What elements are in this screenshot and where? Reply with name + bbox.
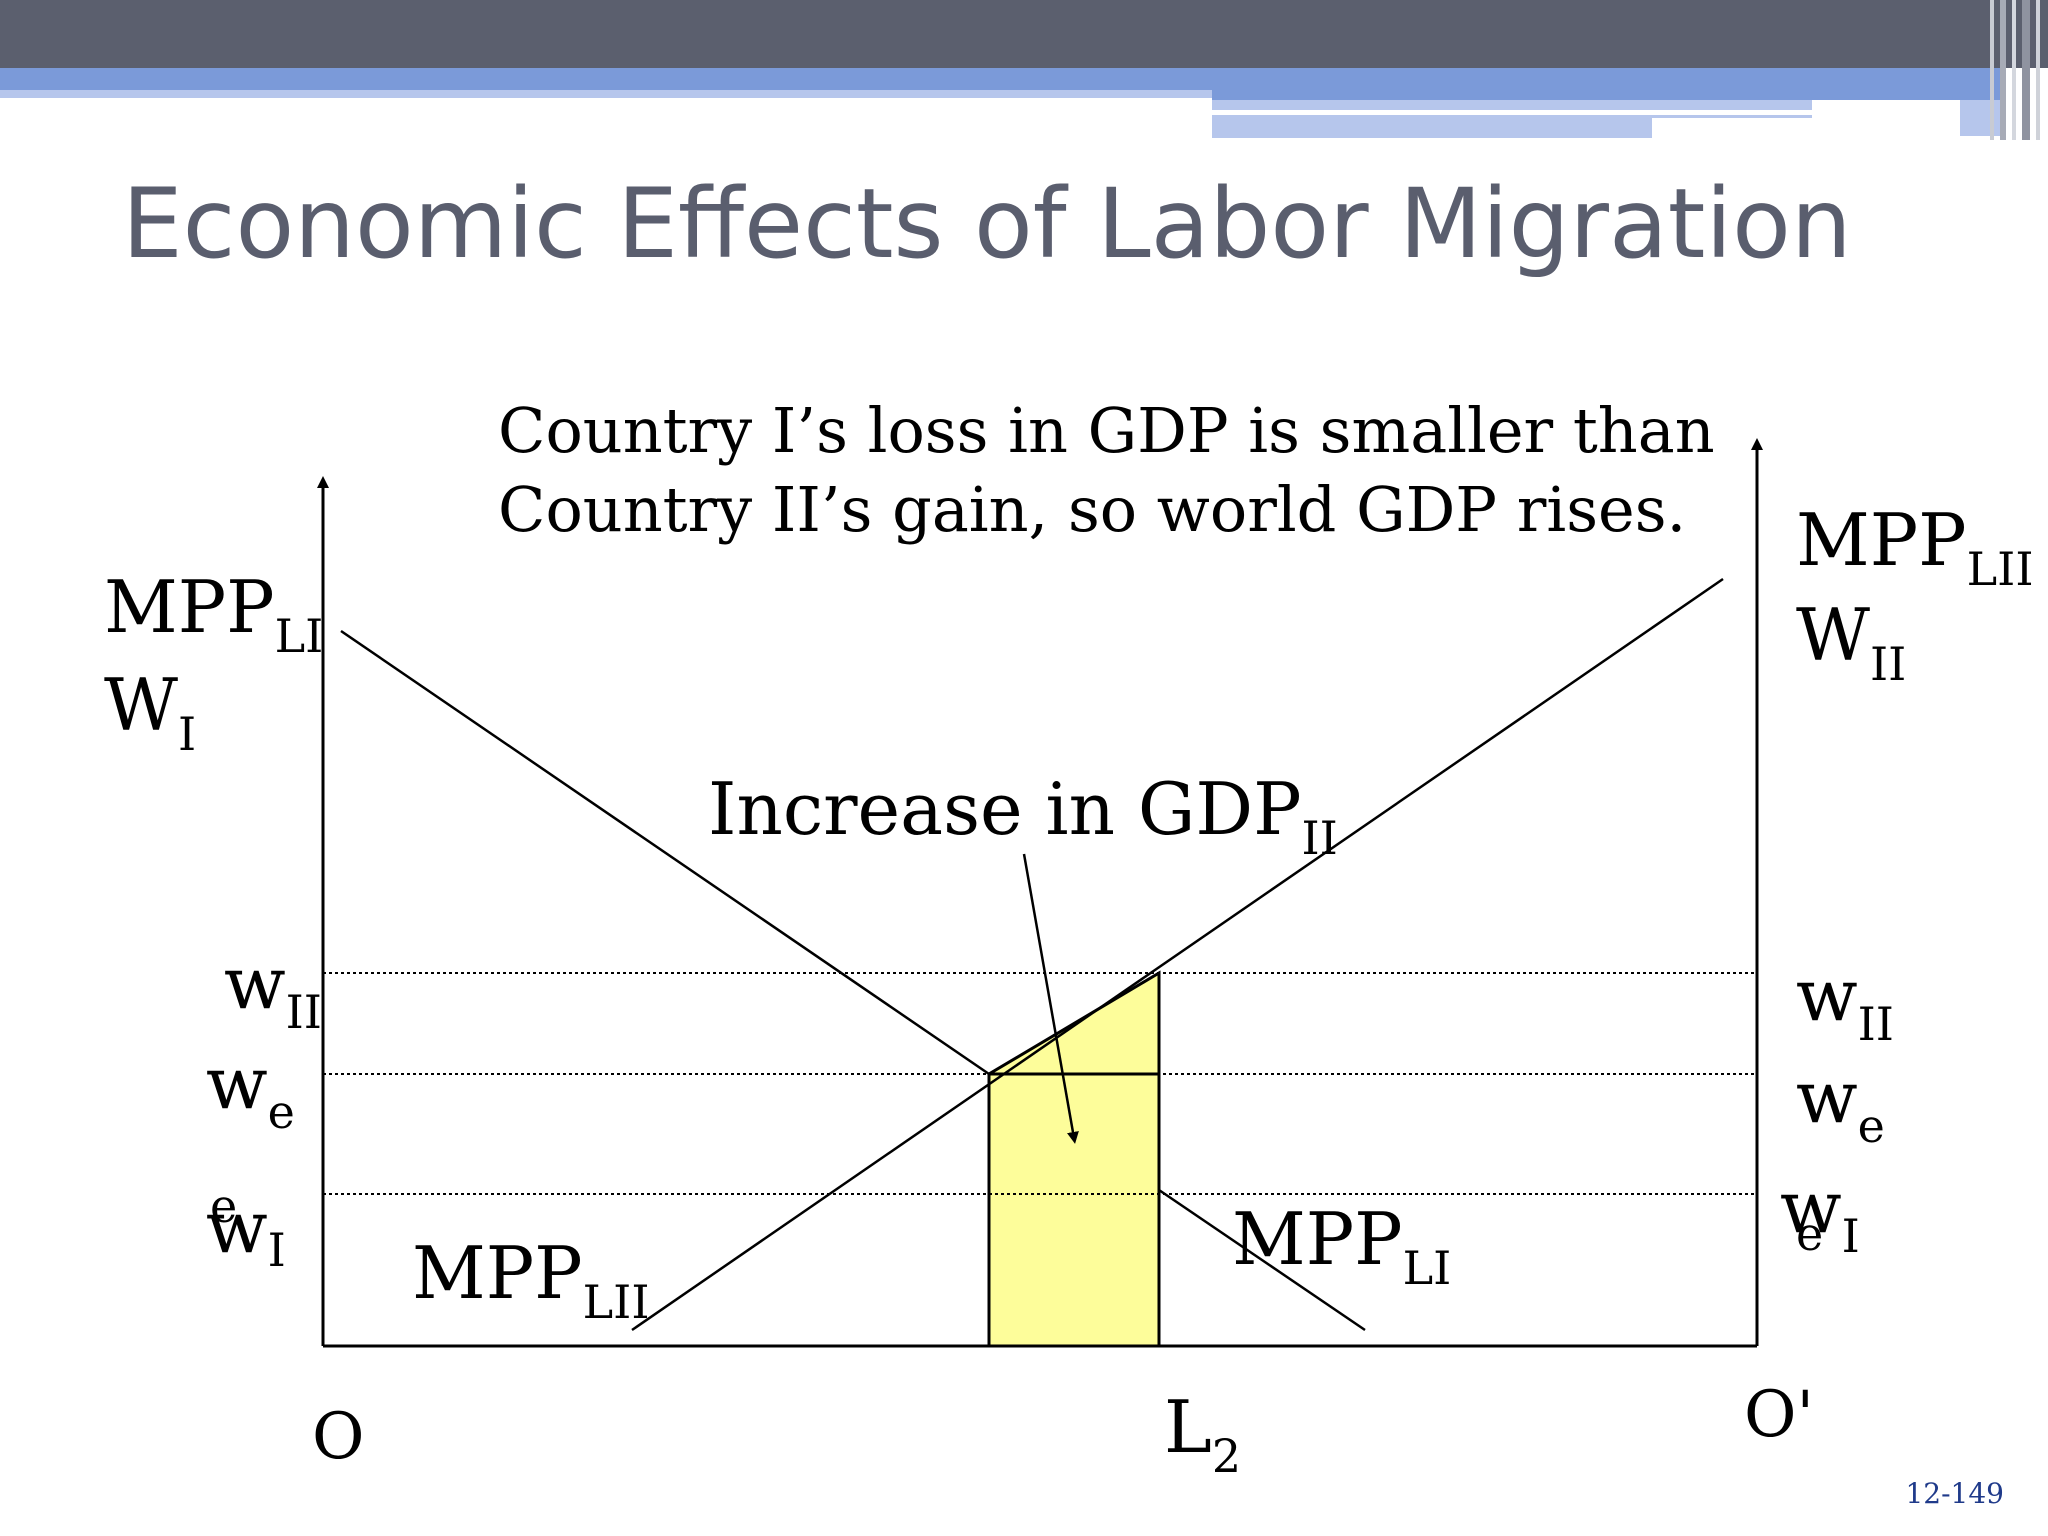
right-we-label: we [1796, 1055, 1885, 1153]
mpp-li-curve [340, 629, 990, 1076]
caption-line-1: Country I’s loss in GDP is smaller than [498, 394, 1715, 467]
banner-light-band-lower [1212, 118, 1652, 138]
slide-number: 12-149 [1905, 1477, 2004, 1510]
left-axis-w-label: WI [104, 663, 196, 761]
caption-line-2: Country II’s gain, so world GDP rises. [498, 473, 1686, 546]
right-axis-w-label: WII [1796, 593, 1906, 691]
right-wI-label: wI [1780, 1165, 1860, 1263]
mpp-lii-curve [631, 577, 1724, 1332]
banner-dark-band [0, 0, 2048, 68]
right-wII-label: wII [1796, 953, 1894, 1051]
banner-blue-band [0, 68, 1212, 90]
left-axis-mpp-label: MPPLI [104, 565, 323, 663]
increase-pointer-arrow [1022, 853, 1079, 1144]
increase-in-gdp-label: Increase in GDPII [708, 767, 1338, 865]
top-banner [0, 0, 2048, 140]
mpp-li-curve-label: MPPLI [1232, 1197, 1451, 1295]
origin-right-label: O' [1744, 1378, 1814, 1452]
mpp-li-curve-lower [1158, 1188, 1366, 1332]
slide-title: Economic Effects of Labor Migration [122, 168, 1852, 280]
banner-end-block [1960, 100, 2004, 136]
origin-left-label: O [312, 1400, 364, 1474]
right-e-mark: e [1796, 1207, 1823, 1261]
left-we-label: we [206, 1041, 295, 1139]
left-wII-label: wII [224, 941, 322, 1039]
left-e-mark: e [210, 1179, 237, 1233]
gdp-increase-area [987, 970, 1161, 1348]
banner-white-stripe [1212, 110, 1897, 115]
banner-end-stripes [1990, 0, 2040, 140]
banner-light-band [0, 90, 1212, 98]
l2-label: L2 [1164, 1385, 1241, 1483]
right-axis-mpp-label: MPPLII [1796, 498, 2034, 596]
banner-blue-band-right [1212, 68, 2000, 100]
mpp-lii-curve-label: MPPLII [412, 1231, 650, 1329]
left-wI-label: wI [206, 1185, 286, 1277]
